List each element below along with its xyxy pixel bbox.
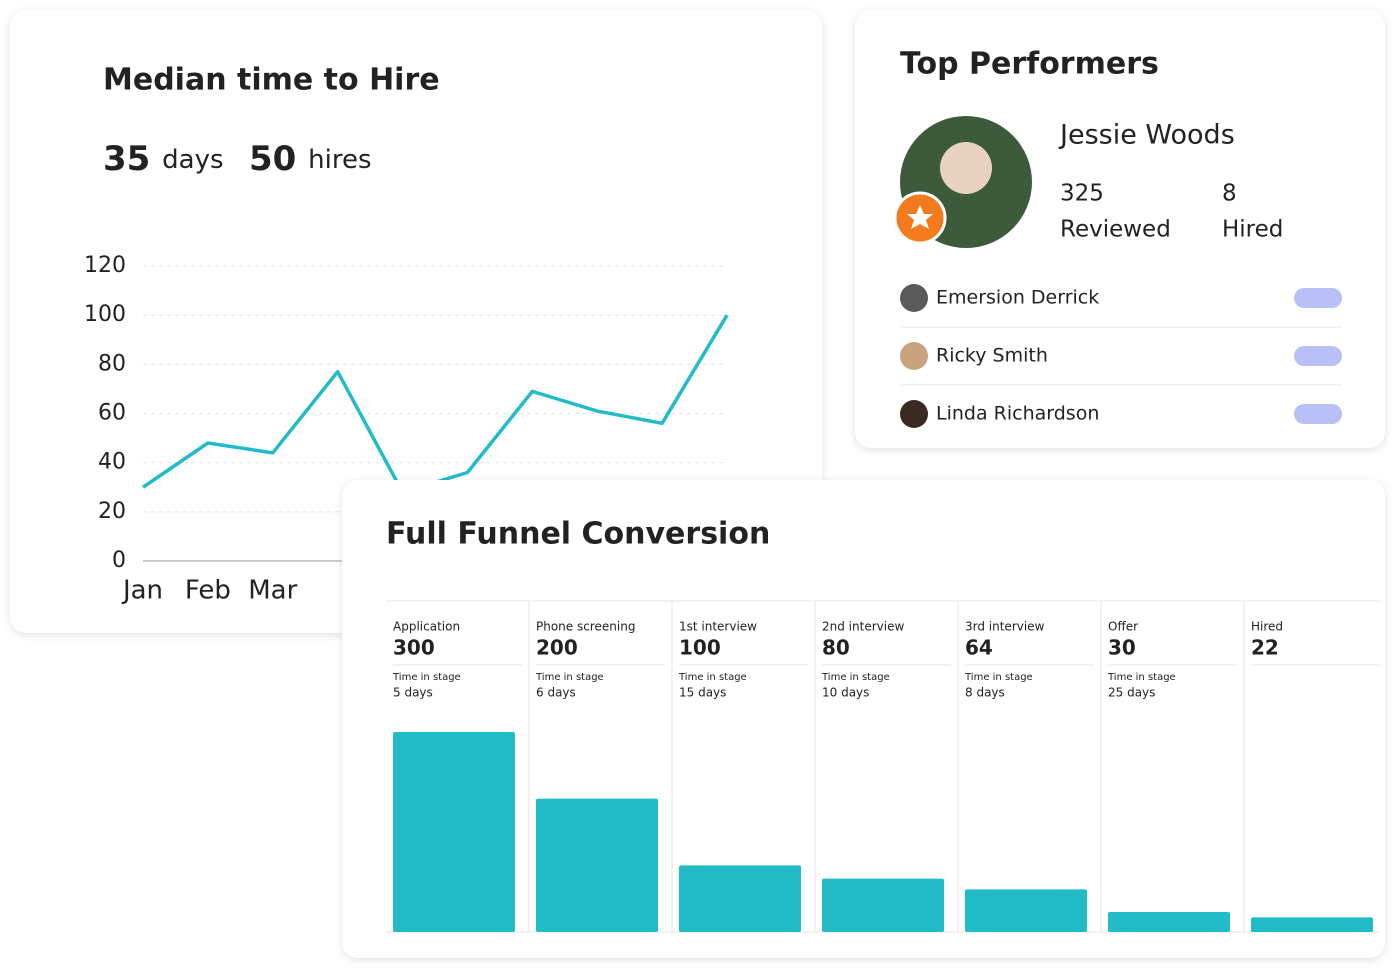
time-label: Time in stage	[535, 672, 604, 683]
y-tick-label: 0	[112, 548, 126, 573]
time-label: Time in stage	[678, 672, 747, 683]
stat: 35 days	[103, 139, 224, 179]
time-label: Time in stage	[392, 672, 461, 683]
card-title: Full Funnel Conversion	[386, 517, 770, 552]
stage-count: 64	[965, 636, 993, 660]
stat-value: 35	[103, 139, 150, 179]
x-tick-label: Feb	[185, 576, 231, 606]
bar	[679, 865, 801, 932]
card	[10, 10, 822, 633]
performer-name: Ricky Smith	[936, 345, 1048, 367]
time-value: 15 days	[679, 686, 726, 700]
status-pill	[1294, 346, 1342, 366]
top-performers-card: Top Performers Jessie Woods 325 Reviewed…	[855, 10, 1385, 448]
x-tick-label: Jan	[121, 576, 163, 606]
y-tick-label: 20	[98, 499, 126, 524]
stage-name: 1st interview	[679, 620, 757, 634]
stage-name: 2nd interview	[822, 620, 904, 634]
y-tick-label: 100	[84, 302, 126, 327]
performer-name: Linda Richardson	[936, 403, 1099, 425]
avatar-face	[940, 142, 992, 194]
bar	[965, 889, 1087, 932]
stage-name: Phone screening	[536, 620, 635, 634]
time-value: 6 days	[536, 686, 576, 700]
stat-value: 50	[249, 139, 296, 179]
card	[855, 10, 1385, 448]
stage-name: Hired	[1251, 620, 1283, 634]
card-title: Top Performers	[900, 47, 1159, 82]
time-value: 5 days	[393, 686, 433, 700]
hired-label: Hired	[1222, 217, 1283, 243]
time-value: 8 days	[965, 686, 1005, 700]
time-label: Time in stage	[821, 672, 890, 683]
stage-count: 80	[822, 636, 850, 660]
performer-name: Emersion Derrick	[936, 287, 1099, 309]
stage-name: 3rd interview	[965, 620, 1045, 634]
stat-unit: days	[162, 145, 223, 175]
avatar	[900, 400, 928, 428]
funnel-card: Full Funnel Conversion Application 300 Tim…	[342, 480, 1385, 958]
reviewed-label: Reviewed	[1060, 217, 1171, 243]
avatar	[900, 284, 928, 312]
time-label: Time in stage	[964, 672, 1033, 683]
y-tick-label: 60	[98, 401, 126, 426]
hired-count: 8	[1222, 181, 1237, 207]
time-value: 25 days	[1108, 686, 1155, 700]
bar	[393, 732, 515, 932]
time-value: 10 days	[822, 686, 869, 700]
status-pill	[1294, 288, 1342, 308]
card-title: Median time to Hire	[103, 63, 440, 98]
stage-count: 100	[679, 636, 721, 660]
stage-count: 30	[1108, 636, 1136, 660]
y-tick-label: 40	[98, 450, 126, 475]
avatar	[900, 342, 928, 370]
star-icon	[907, 205, 933, 229]
bar	[536, 798, 658, 932]
bar	[1108, 912, 1230, 932]
stat: 50 hires	[249, 139, 372, 179]
y-tick-label: 80	[98, 351, 126, 376]
bar	[1251, 917, 1373, 932]
reviewed-count: 325	[1060, 181, 1104, 207]
status-pill	[1294, 404, 1342, 424]
stage-count: 200	[536, 636, 578, 660]
x-tick-label: Mar	[248, 576, 297, 606]
stage-name: Application	[393, 620, 460, 634]
bar	[822, 878, 944, 932]
stat-unit: hires	[308, 145, 371, 175]
featured-name: Jessie Woods	[1058, 120, 1235, 151]
stage-count: 300	[393, 636, 435, 660]
y-tick-label: 120	[84, 253, 126, 278]
stage-count: 22	[1251, 636, 1279, 660]
stage-name: Offer	[1108, 620, 1138, 634]
time-label: Time in stage	[1107, 672, 1176, 683]
